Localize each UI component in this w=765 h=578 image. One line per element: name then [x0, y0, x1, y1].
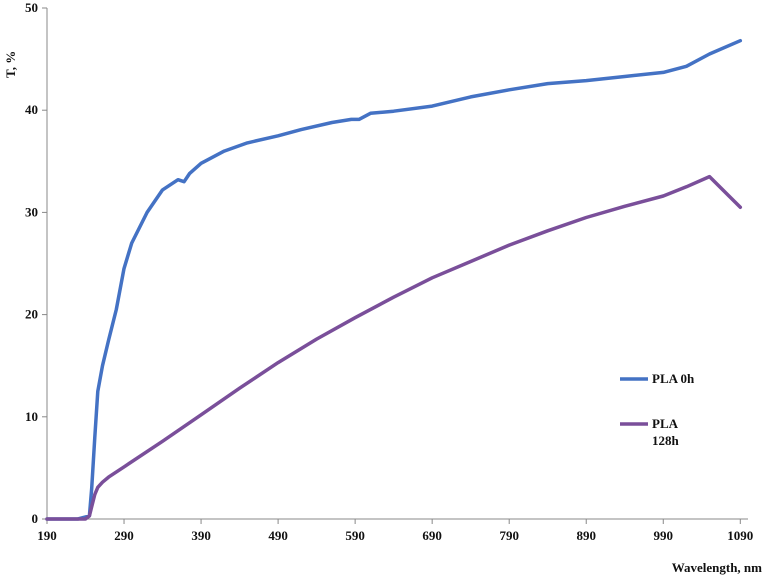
x-tick-label: 390	[191, 528, 211, 543]
x-tick-label: 790	[499, 528, 519, 543]
x-tick-label: 690	[422, 528, 442, 543]
y-tick-label: 30	[25, 204, 38, 219]
x-axis-title: Wavelength, nm	[672, 560, 762, 575]
y-axis-ticks: 0 10 20 30 40 50	[25, 0, 47, 526]
series-line-pla-128h	[45, 174, 743, 521]
y-tick-label: 50	[25, 0, 38, 15]
y-tick-label: 10	[25, 409, 38, 424]
legend-label: PLA 128h	[652, 416, 680, 448]
y-tick-label: 0	[32, 511, 39, 526]
x-tick-label: 890	[576, 528, 596, 543]
y-tick-label: 40	[25, 102, 38, 117]
x-axis-ticks: 190 290 390 490 590 690 790 890 990 1090	[37, 519, 753, 543]
legend: PLA 0h PLA 128h	[620, 371, 695, 448]
legend-label: PLA 0h	[652, 371, 695, 386]
y-axis-title: T, %	[3, 51, 18, 78]
axes	[46, 8, 748, 520]
series-line-pla-0h	[45, 38, 743, 521]
x-tick-label: 1090	[727, 528, 753, 543]
y-tick-label: 20	[25, 307, 38, 322]
x-tick-label: 290	[114, 528, 134, 543]
x-tick-label: 590	[345, 528, 365, 543]
series-lines	[45, 38, 743, 521]
x-tick-label: 190	[37, 528, 57, 543]
x-tick-label: 490	[268, 528, 288, 543]
x-tick-label: 990	[654, 528, 674, 543]
